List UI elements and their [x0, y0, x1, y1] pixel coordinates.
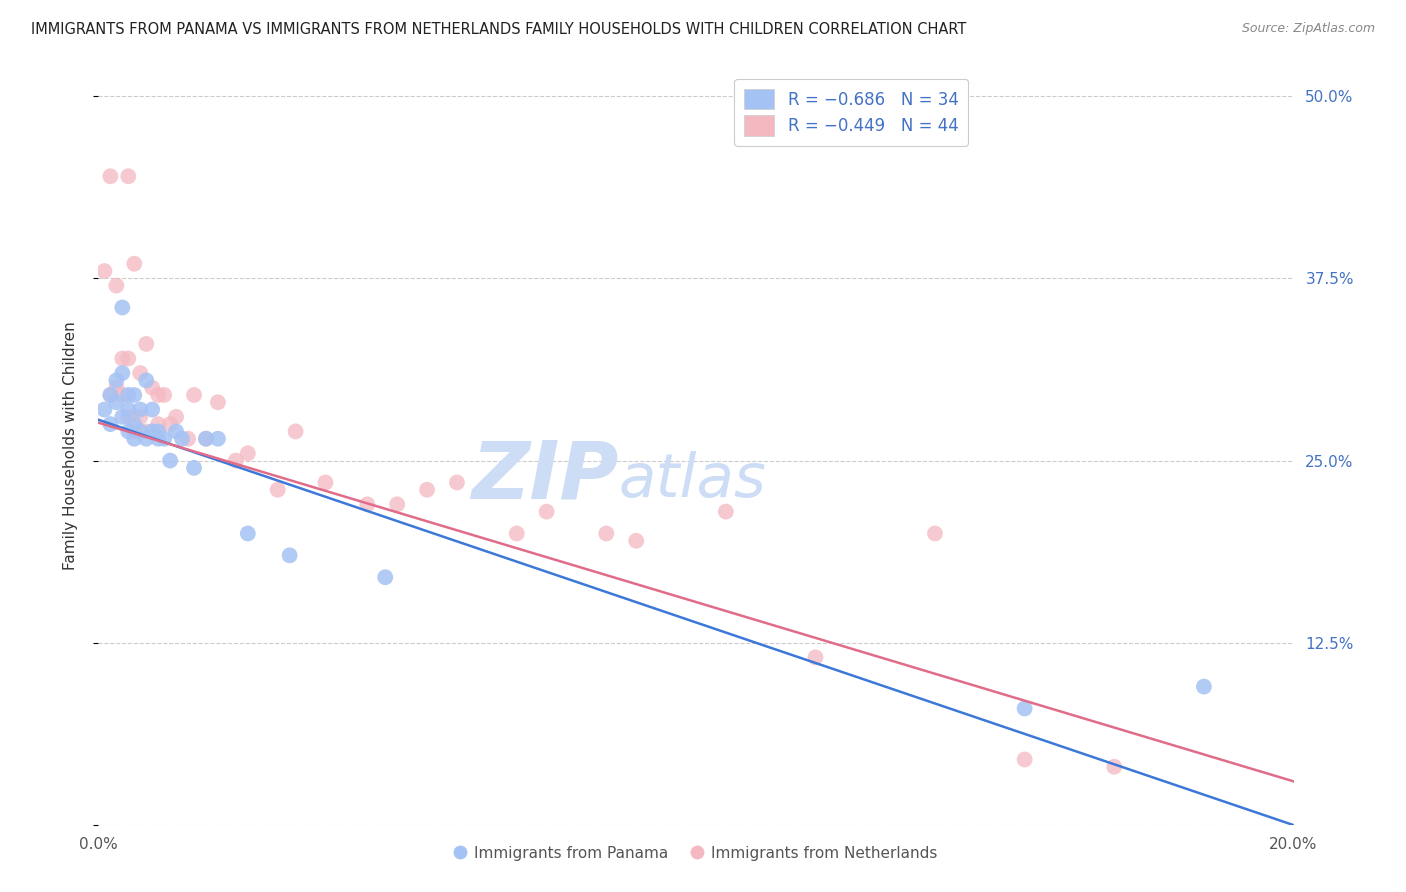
Point [105, 373, 128, 387]
Point [183, 388, 205, 402]
Point [129, 366, 152, 380]
Point [148, 388, 170, 402]
Point [124, 417, 146, 431]
Y-axis label: Family Households with Children: Family Households with Children [63, 322, 77, 570]
Point [804, 650, 827, 665]
Point [93, 402, 115, 417]
Point [148, 425, 170, 439]
Point [124, 257, 146, 271]
Point [267, 483, 290, 497]
Point [93, 264, 115, 278]
Point [153, 388, 176, 402]
Point [1014, 701, 1036, 715]
Point [124, 388, 146, 402]
Point [195, 432, 218, 446]
Point [111, 301, 134, 315]
Point [98, 388, 122, 402]
Point [141, 402, 163, 417]
Point [172, 432, 194, 446]
Point [536, 505, 558, 519]
Point [148, 417, 170, 431]
Point [129, 409, 152, 424]
Point [177, 432, 200, 446]
Point [446, 475, 468, 490]
Point [416, 483, 439, 497]
Point [105, 395, 128, 409]
Point [148, 432, 170, 446]
Point [714, 505, 737, 519]
Point [165, 409, 187, 424]
Point [1192, 680, 1215, 694]
Text: ZIP: ZIP [471, 437, 619, 516]
Point [105, 381, 128, 395]
Point [129, 402, 152, 417]
Point [141, 381, 163, 395]
Point [111, 351, 134, 366]
Point [278, 549, 301, 563]
Point [159, 417, 181, 431]
Point [374, 570, 396, 584]
Point [225, 453, 247, 467]
Point [111, 388, 134, 402]
Point [356, 497, 378, 511]
Point [124, 425, 146, 439]
Point [236, 526, 259, 541]
Point [117, 425, 139, 439]
Point [117, 388, 139, 402]
Point [626, 533, 648, 548]
Point [124, 432, 146, 446]
Point [117, 402, 139, 417]
Point [924, 526, 946, 541]
Point [111, 409, 134, 424]
Point [183, 461, 205, 475]
Point [236, 446, 259, 460]
Point [159, 453, 181, 467]
Point [1104, 760, 1126, 774]
Point [129, 425, 152, 439]
Point [117, 169, 139, 184]
Point [98, 169, 122, 184]
Point [117, 351, 139, 366]
Point [315, 475, 337, 490]
Point [117, 409, 139, 424]
Point [135, 432, 157, 446]
Text: Source: ZipAtlas.com: Source: ZipAtlas.com [1241, 22, 1375, 36]
Point [111, 366, 134, 380]
Point [98, 388, 122, 402]
Point [105, 278, 128, 293]
Point [141, 425, 163, 439]
Point [195, 432, 218, 446]
Point [207, 432, 229, 446]
Point [385, 497, 409, 511]
Point [595, 526, 617, 541]
Point [135, 373, 157, 387]
Point [506, 526, 529, 541]
Point [135, 337, 157, 351]
Text: atlas: atlas [619, 450, 766, 509]
Point [284, 425, 307, 439]
Point [207, 395, 229, 409]
Point [165, 425, 187, 439]
Point [1014, 752, 1036, 766]
Point [98, 417, 122, 431]
Legend: Immigrants from Panama, Immigrants from Netherlands: Immigrants from Panama, Immigrants from … [449, 839, 943, 867]
Text: IMMIGRANTS FROM PANAMA VS IMMIGRANTS FROM NETHERLANDS FAMILY HOUSEHOLDS WITH CHI: IMMIGRANTS FROM PANAMA VS IMMIGRANTS FRO… [31, 22, 966, 37]
Point [153, 432, 176, 446]
Point [135, 425, 157, 439]
